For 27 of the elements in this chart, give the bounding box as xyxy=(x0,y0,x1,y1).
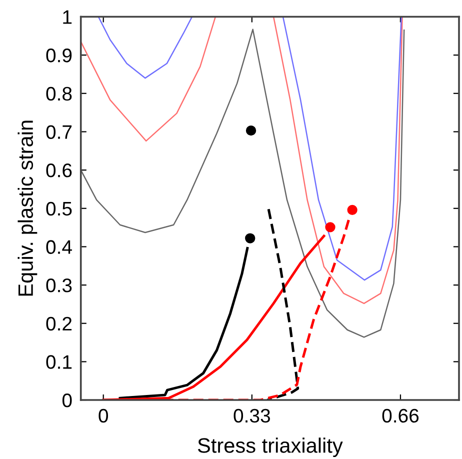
line-series xyxy=(282,16,402,281)
y-tick-label: 0.2 xyxy=(46,316,72,331)
x-axis-title: Stress triaxiality xyxy=(198,438,343,458)
point xyxy=(325,222,336,232)
line-series xyxy=(98,16,193,79)
y-tick-label: 0.3 xyxy=(46,278,72,292)
y-axis-title: Equiv. plastic strain xyxy=(18,120,38,296)
line-series xyxy=(266,208,300,400)
line-series xyxy=(80,28,405,338)
y-tick-label: 0.6 xyxy=(46,164,72,178)
x-tick-label: 0.66 xyxy=(382,408,419,423)
y-tick-label: 0 xyxy=(62,393,72,408)
line-series xyxy=(118,246,249,400)
point xyxy=(246,125,256,136)
y-tick-label: 0.1 xyxy=(46,355,72,369)
point xyxy=(347,204,358,216)
y-tick-label: 0.7 xyxy=(46,125,72,139)
line-series xyxy=(272,16,403,304)
point xyxy=(245,233,256,244)
y-tick-label: 1 xyxy=(63,10,72,24)
y-tick-label: 0.5 xyxy=(46,202,72,216)
y-tick-label: 0.4 xyxy=(46,240,72,254)
y-tick-label: 0.8 xyxy=(46,86,72,101)
y-tick-label: 0.9 xyxy=(46,48,72,62)
x-tick-label: 0 xyxy=(98,408,108,423)
line-series xyxy=(80,16,216,142)
x-tick-label: 0.33 xyxy=(234,408,270,423)
